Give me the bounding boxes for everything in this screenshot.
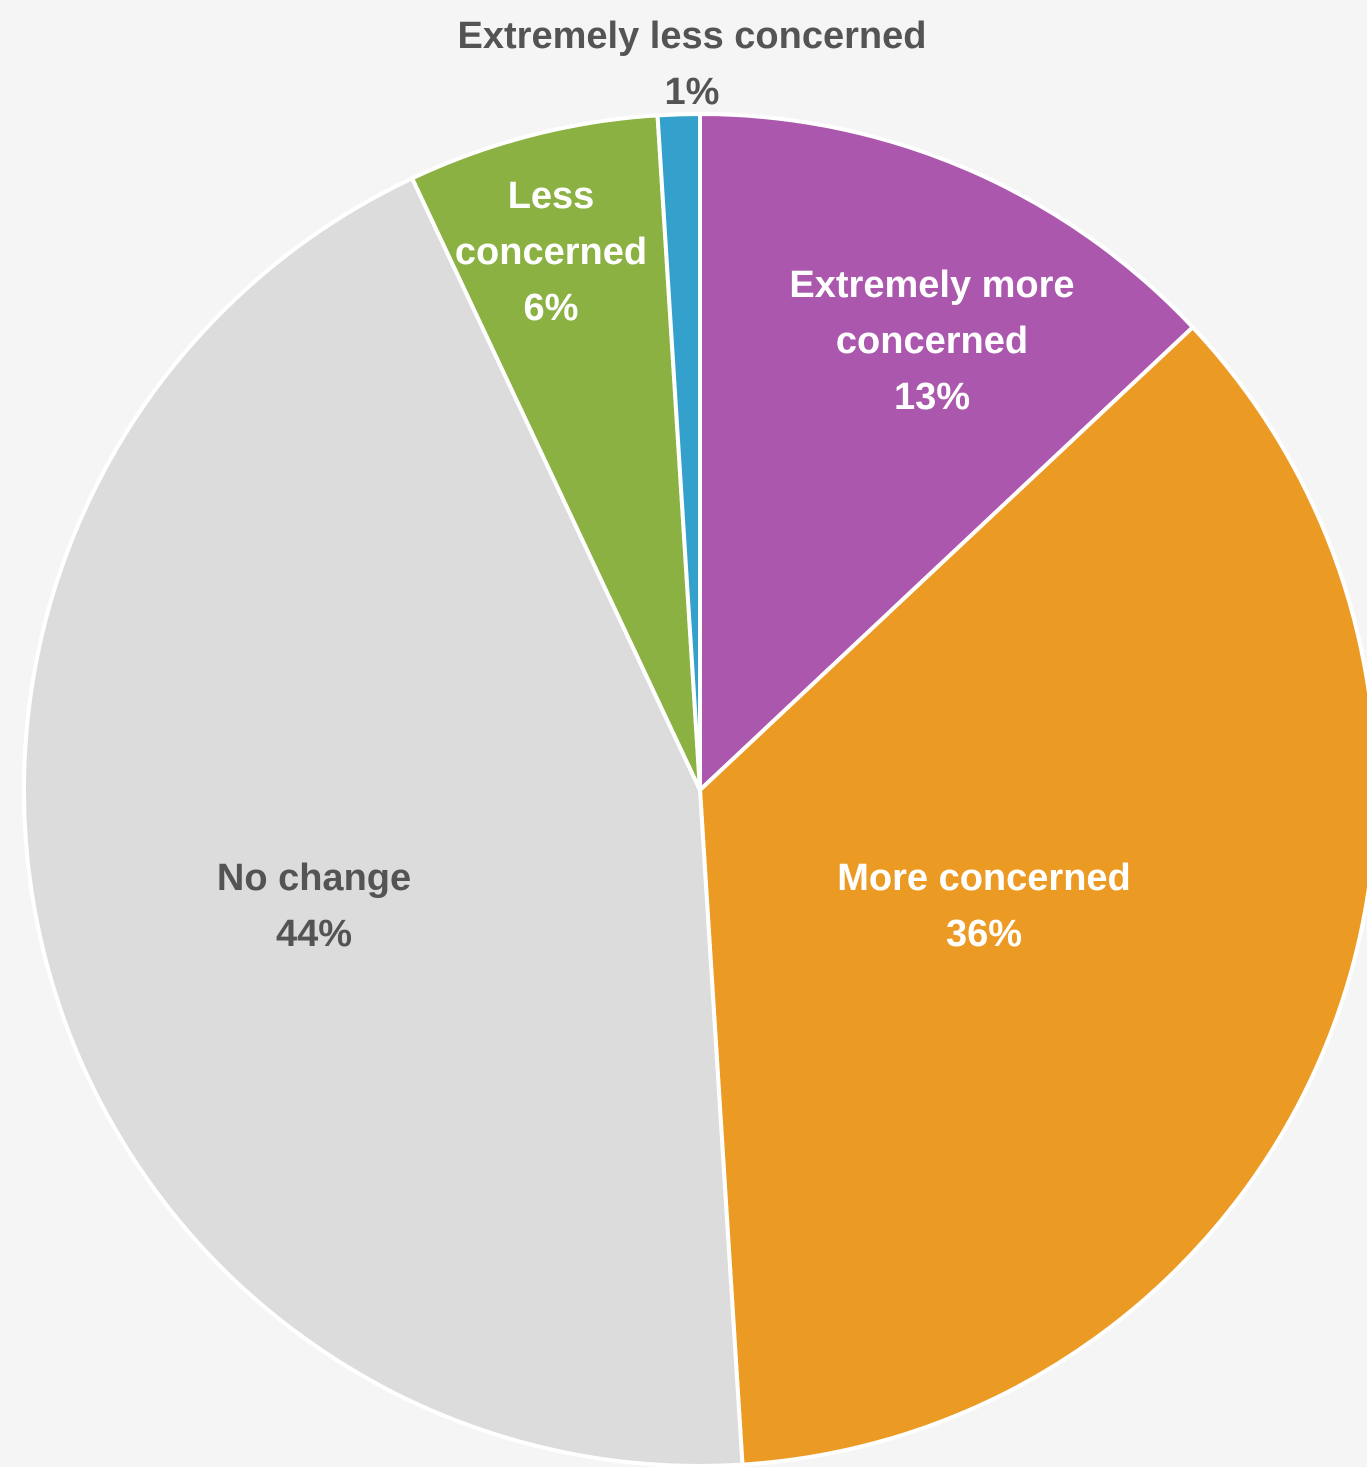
slice-label-line: Less [508,175,595,217]
slice-label-more-concerned: More concerned 36% [837,857,1131,955]
slice-label-line: concerned [836,320,1028,362]
slice-percent-label: 44% [276,913,352,955]
slice-label-extremely-more-concerned: Extremely more concerned 13% [789,264,1074,418]
slice-label-line: No change [217,857,411,899]
slice-percent-label: 13% [894,376,970,418]
slice-label-line: Extremely less concerned [458,15,927,57]
labels-layer: Extremely more concerned 13% More concerned… [217,15,1131,955]
slice-label-less-concerned: Less concerned 6% [455,175,647,329]
slice-percent-label: 6% [524,287,579,329]
slice-percent-label: 36% [946,913,1022,955]
slice-label-line: concerned [455,231,647,273]
pie-slice-less-concerned [410,113,702,792]
slice-label-no-change: No change 44% [217,857,411,955]
slice-label-line: Extremely more [789,264,1074,306]
pie-slice-extremely-more-concerned [698,112,1195,792]
pie-slice-extremely-less-concerned [655,111,702,792]
slices-layer [22,111,1367,1467]
slice-percent-label: 1% [665,71,720,113]
pie-slice-more-concerned [698,325,1367,1467]
slice-label-line: More concerned [837,857,1131,899]
slice-label-extremely-less-concerned: Extremely less concerned 1% [458,15,927,113]
